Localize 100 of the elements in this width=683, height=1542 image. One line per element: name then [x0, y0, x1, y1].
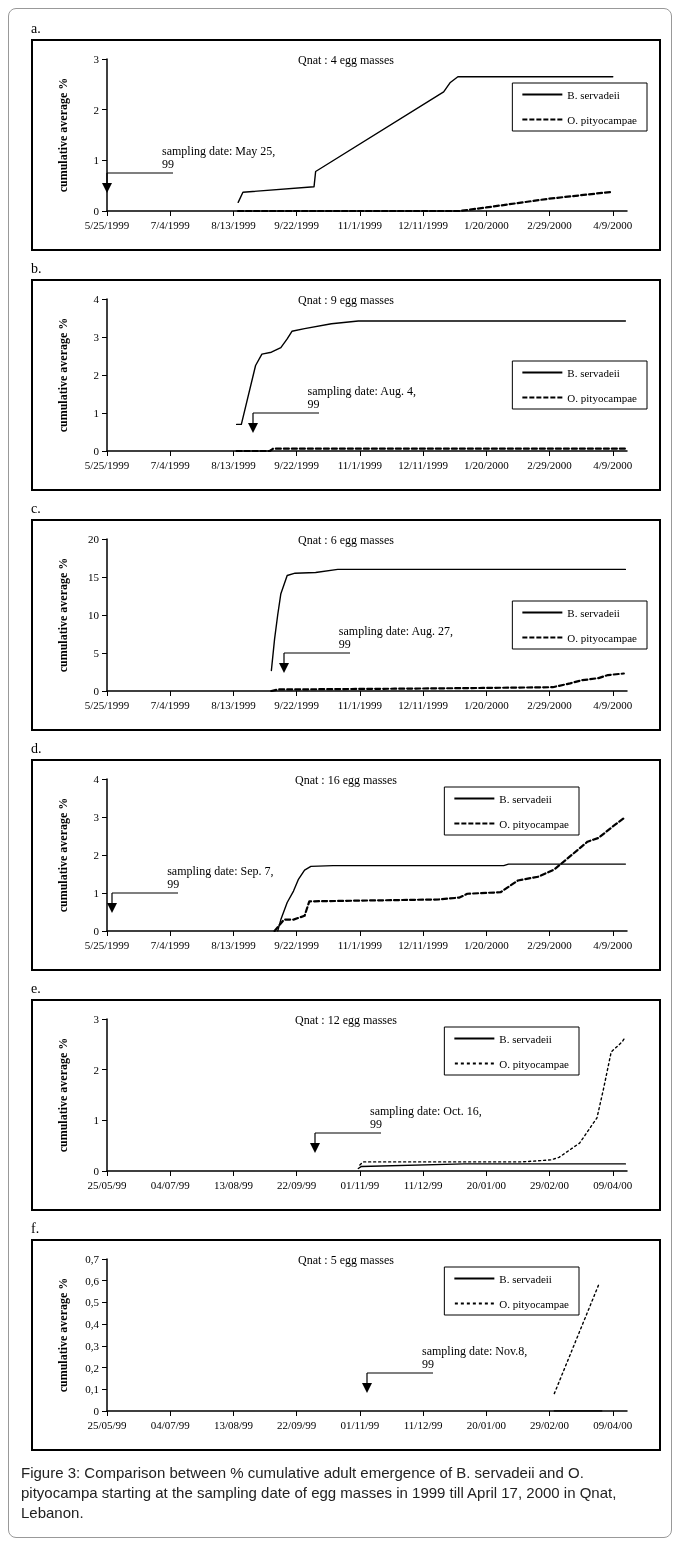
- x-tick-label: 13/08/99: [213, 1178, 254, 1191]
- x-tick-label: 1/20/2000: [464, 698, 510, 711]
- chart-subtitle: Qnat : 4 egg masses: [298, 53, 395, 67]
- x-tick-label: 04/07/99: [150, 1178, 191, 1191]
- x-tick-label: 11/1/1999: [337, 218, 383, 231]
- x-tick-label: 01/11/99: [340, 1178, 380, 1191]
- y-axis-title: cumulative average %: [56, 797, 70, 913]
- y-tick-label: 0: [93, 685, 100, 697]
- x-tick-label: 12/11/1999: [398, 938, 449, 951]
- x-tick-label: 5/25/1999: [84, 458, 130, 471]
- y-tick-label: 0,7: [85, 1253, 100, 1265]
- x-tick-label: 5/25/1999: [84, 698, 130, 711]
- x-tick-label: 1/20/2000: [464, 458, 510, 471]
- legend-label: O. pityocampae: [567, 391, 638, 404]
- x-tick-label: 22/09/99: [277, 1178, 317, 1191]
- legend-label: O. pityocampae: [567, 113, 638, 126]
- y-tick-label: 0,1: [85, 1383, 99, 1396]
- annotation: sampling date: Sep. 7, 99: [167, 864, 275, 891]
- y-tick-label: 3: [93, 53, 100, 65]
- y-tick-label: 2: [93, 103, 99, 116]
- x-tick-label: 25/05/99: [87, 1418, 128, 1431]
- y-tick-label: 3: [93, 811, 100, 823]
- x-tick-label: 13/08/99: [213, 1418, 254, 1431]
- y-tick-label: 2: [93, 369, 99, 381]
- legend-label: B. servadeii: [567, 88, 620, 101]
- y-axis-title: cumulative average %: [56, 557, 70, 673]
- x-tick-label: 8/13/1999: [211, 218, 257, 231]
- y-tick-label: 1: [93, 407, 99, 419]
- chart-title: e.: [31, 981, 41, 997]
- y-axis-title: cumulative average %: [56, 1277, 70, 1393]
- x-tick-label: 04/07/99: [150, 1418, 191, 1431]
- x-tick-label: 2/29/2000: [527, 458, 573, 471]
- x-tick-label: 8/13/1999: [211, 698, 257, 711]
- legend-label: O. pityocampae: [499, 817, 570, 830]
- chart-title: d.: [31, 741, 42, 757]
- x-tick-label: 8/13/1999: [211, 938, 257, 951]
- x-tick-label: 11/1/1999: [337, 458, 383, 471]
- y-tick-label: 2: [93, 1063, 99, 1076]
- x-tick-label: 20/01/00: [466, 1178, 507, 1191]
- chart-subtitle: Qnat : 6 egg masses: [298, 533, 395, 547]
- y-tick-label: 0,2: [85, 1361, 99, 1374]
- annotation: sampling date: Aug. 4, 99: [307, 384, 417, 411]
- y-tick-label: 0: [93, 205, 100, 217]
- chart-title: a.: [31, 21, 41, 37]
- y-tick-label: 4: [93, 293, 100, 305]
- x-tick-label: 9/22/1999: [274, 698, 320, 711]
- x-tick-label: 01/11/99: [340, 1418, 380, 1431]
- x-tick-label: 9/22/1999: [274, 218, 320, 231]
- x-tick-label: 7/4/1999: [150, 698, 191, 711]
- x-tick-label: 5/25/1999: [84, 938, 130, 951]
- annotation: sampling date: Oct. 16, 99: [370, 1104, 483, 1131]
- chart-title: c.: [31, 501, 41, 517]
- x-tick-label: 09/04/00: [593, 1178, 633, 1191]
- x-tick-label: 29/02/00: [529, 1178, 570, 1191]
- x-tick-label: 11/12/99: [403, 1178, 443, 1191]
- y-tick-label: 1: [93, 887, 99, 899]
- x-tick-label: 22/09/99: [277, 1418, 317, 1431]
- x-tick-label: 4/9/2000: [593, 458, 633, 471]
- legend-label: O. pityocampae: [567, 631, 638, 644]
- line-series: [359, 1036, 627, 1166]
- x-tick-label: 4/9/2000: [593, 938, 633, 951]
- legend-label: O. pityocampae: [499, 1297, 570, 1310]
- x-tick-label: 7/4/1999: [150, 938, 191, 951]
- annotation: sampling date: May 25, 99: [162, 144, 277, 171]
- legend-label: B. servadeii: [499, 792, 552, 805]
- x-tick-label: 4/9/2000: [593, 698, 633, 711]
- x-tick-label: 1/20/2000: [464, 218, 510, 231]
- chart-subtitle: Qnat : 16 egg masses: [295, 773, 398, 787]
- y-tick-label: 1: [93, 1114, 99, 1127]
- x-tick-label: 20/01/00: [466, 1418, 507, 1431]
- annotation: sampling date: Nov.8, 99: [422, 1344, 529, 1371]
- x-tick-label: 12/11/1999: [398, 698, 449, 711]
- y-tick-label: 2: [93, 849, 99, 861]
- y-axis-title: cumulative average %: [56, 77, 70, 193]
- y-tick-label: 1: [93, 154, 99, 167]
- chart-title: f.: [31, 1221, 40, 1237]
- y-tick-label: 0,3: [85, 1339, 100, 1352]
- annotation: sampling date: Aug. 27, 99: [338, 624, 455, 651]
- x-tick-label: 4/9/2000: [593, 218, 633, 231]
- y-tick-label: 10: [88, 609, 100, 621]
- x-tick-label: 12/11/1999: [398, 458, 449, 471]
- chart-title: b.: [31, 261, 42, 277]
- y-tick-label: 4: [93, 773, 100, 785]
- y-axis-title: cumulative average %: [56, 1037, 70, 1153]
- legend-label: O. pityocampae: [499, 1057, 570, 1070]
- x-tick-label: 9/22/1999: [274, 458, 320, 471]
- x-tick-label: 5/25/1999: [84, 218, 130, 231]
- y-tick-label: 0: [93, 925, 100, 937]
- x-tick-label: 8/13/1999: [211, 458, 257, 471]
- x-tick-label: 2/29/2000: [527, 218, 573, 231]
- y-tick-label: 3: [93, 331, 100, 343]
- y-tick-label: 15: [88, 571, 100, 583]
- y-tick-label: 0,6: [85, 1274, 100, 1287]
- x-tick-label: 1/20/2000: [464, 938, 510, 951]
- legend-label: B. servadeii: [499, 1272, 552, 1285]
- x-tick-label: 29/02/00: [529, 1418, 570, 1431]
- y-axis-title: cumulative average %: [56, 317, 70, 433]
- y-tick-label: 0,4: [85, 1318, 100, 1331]
- x-tick-label: 7/4/1999: [150, 458, 191, 471]
- caption: Figure 3: Comparison between % cumulative adult emergence of B. servadeii and O. pityocampa starting at the sampling date of egg masses in 1999 till April 17, 2000 in Qnat, Lebanon.: [21, 1463, 618, 1523]
